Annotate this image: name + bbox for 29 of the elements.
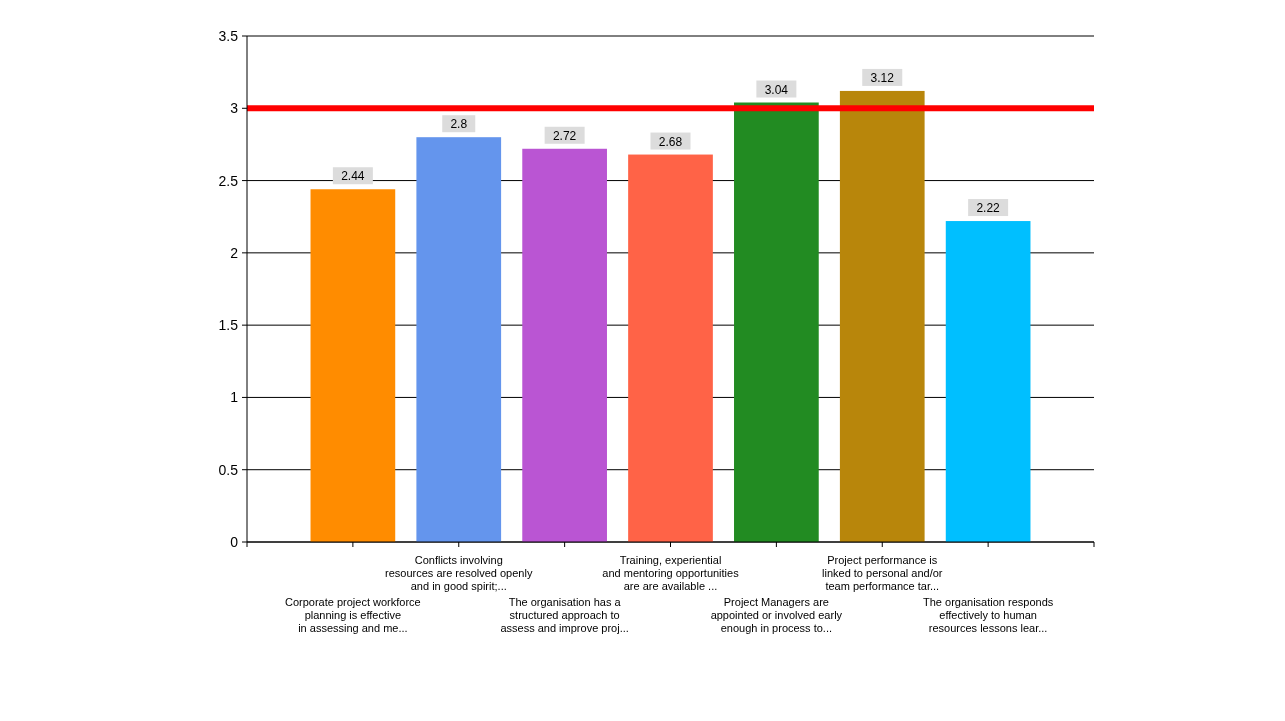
- data-label: 3.04: [764, 82, 789, 97]
- data-label: 2.8: [450, 117, 468, 132]
- x-tick-label: The organisation responds effectively to human resources lessons lear...: [923, 596, 1054, 634]
- bar: [628, 154, 713, 542]
- bar: [839, 90, 925, 542]
- x-tick-label: Training, experiential and mentoring opportunities are are available ...: [602, 554, 740, 592]
- x-tick-label: Project performance is linked to personal and/or team performance tar...: [822, 554, 943, 592]
- bar: [734, 102, 819, 542]
- bar: [416, 137, 502, 542]
- bar: [310, 189, 396, 542]
- y-tick-label: 1: [230, 389, 239, 406]
- data-label: 2.68: [658, 134, 683, 149]
- x-tick-label: Corporate project workforce planning is effective in assessing and me...: [285, 596, 421, 634]
- bar: [522, 148, 607, 542]
- y-tick-label: 2: [230, 244, 239, 261]
- y-tick-label: 3.5: [218, 28, 239, 44]
- bar: [945, 221, 1031, 542]
- y-tick-label: 0.5: [218, 461, 239, 478]
- y-tick-label: 2.5: [218, 172, 239, 189]
- x-tick-label: The organisation has a structured approach to assess and improve proj...: [500, 596, 629, 634]
- y-tick-label: 1.5: [218, 317, 239, 334]
- y-tick-label: 3: [230, 100, 239, 117]
- data-label: 2.22: [976, 201, 1001, 216]
- x-tick-label: Project Managers are appointed or involved early enough in process to...: [710, 596, 843, 634]
- x-tick-label: Conflicts involving resources are resolved openly and in good spirit;...: [385, 554, 533, 592]
- data-label: 2.44: [341, 169, 365, 184]
- data-label: 2.72: [552, 128, 577, 143]
- data-label: 3.12: [870, 70, 895, 85]
- y-tick-label: 0: [230, 534, 239, 550]
